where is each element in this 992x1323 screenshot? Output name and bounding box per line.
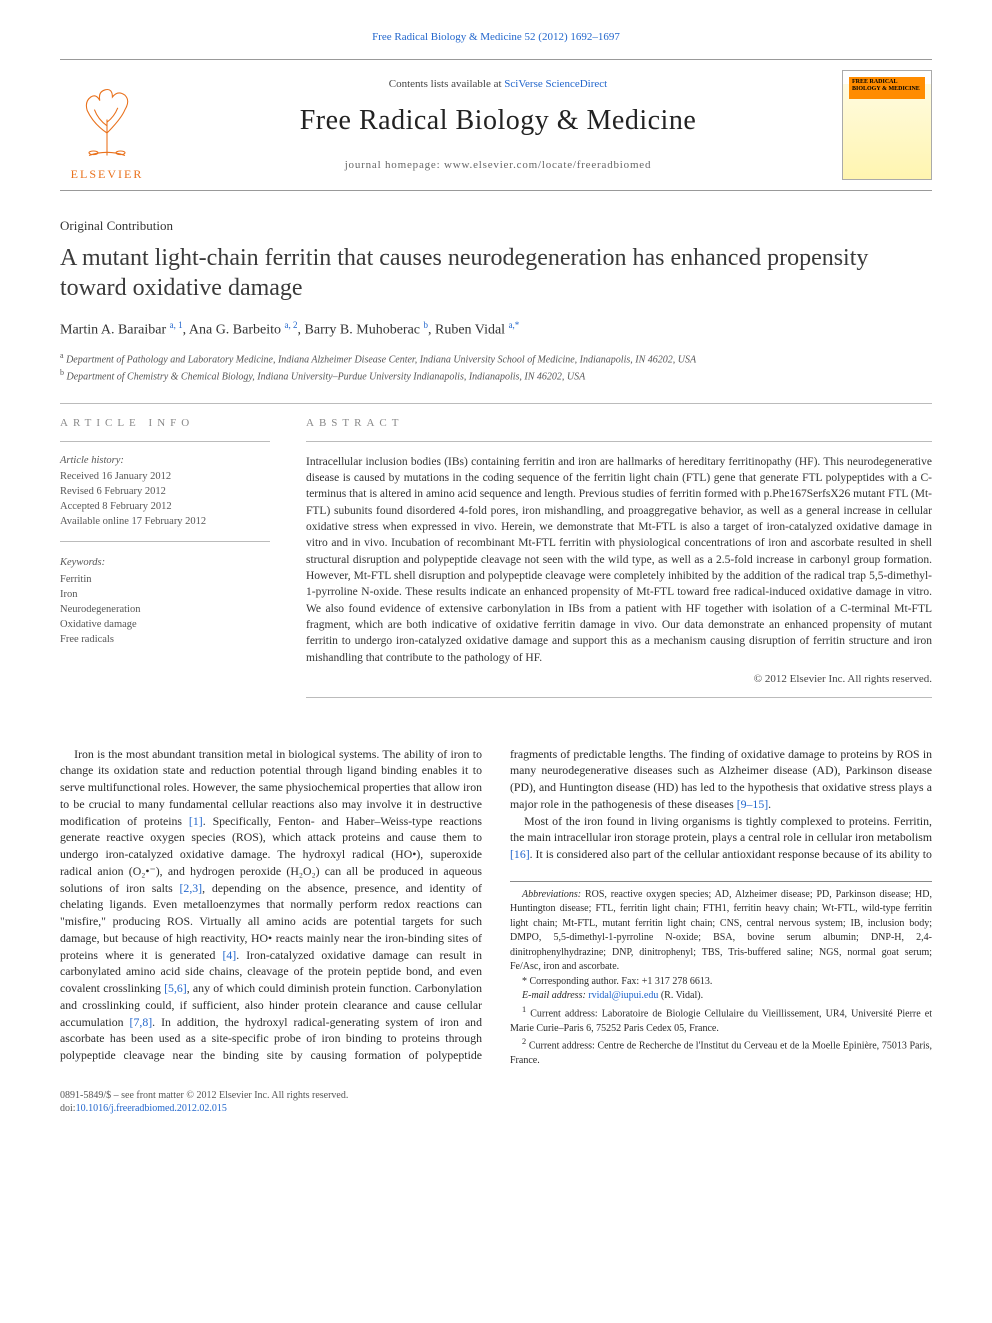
journal-masthead: ELSEVIER Contents lists available at Sci… bbox=[60, 59, 932, 191]
author-marks[interactable]: b bbox=[424, 320, 429, 330]
email-line: E-mail address: rvidal@iupui.edu (R. Vid… bbox=[510, 989, 932, 1004]
homepage-prefix: journal homepage: bbox=[345, 159, 444, 171]
journal-cover-thumbnail[interactable]: FREE RADICAL BIOLOGY & MEDICINE bbox=[842, 70, 932, 180]
abstract-heading: ABSTRACT bbox=[306, 416, 932, 431]
article-type: Original Contribution bbox=[60, 217, 932, 235]
sciencedirect-link[interactable]: SciVerse ScienceDirect bbox=[504, 78, 607, 90]
homepage-line: journal homepage: www.elsevier.com/locat… bbox=[168, 158, 828, 173]
corresponding-author: * Corresponding author. Fax: +1 317 278 … bbox=[510, 975, 932, 990]
author-name: Barry B. Muhoberac bbox=[305, 322, 420, 337]
article-title: A mutant light-chain ferritin that cause… bbox=[60, 243, 932, 303]
abbr-label: Abbreviations: bbox=[522, 889, 581, 900]
body-text: . It is considered also part of the cell… bbox=[530, 847, 932, 861]
affiliation: a Department of Pathology and Laboratory… bbox=[60, 350, 932, 367]
citation-link[interactable]: Free Radical Biology & Medicine 52 (2012… bbox=[60, 30, 932, 45]
citation-link-text[interactable]: Free Radical Biology & Medicine 52 (2012… bbox=[372, 31, 620, 43]
affiliation: b Department of Chemistry & Chemical Bio… bbox=[60, 367, 932, 384]
body-text: Most of the iron found in living organis… bbox=[510, 814, 932, 845]
publisher-name: ELSEVIER bbox=[60, 166, 154, 182]
affiliations: a Department of Pathology and Laboratory… bbox=[60, 350, 932, 385]
affil-text: Department of Pathology and Laboratory M… bbox=[66, 354, 696, 365]
front-matter-footer: 0891-5849/$ – see front matter © 2012 El… bbox=[60, 1089, 932, 1116]
abbr-text: ROS, reactive oxygen species; AD, Alzhei… bbox=[510, 889, 932, 973]
article-body: Iron is the most abundant transition met… bbox=[60, 746, 932, 1069]
keyword: Neurodegeneration bbox=[60, 603, 270, 617]
email-label: E-mail address: bbox=[522, 990, 588, 1001]
contents-prefix: Contents lists available at bbox=[389, 78, 504, 90]
doi-line: doi:10.1016/j.freeradbiomed.2012.02.015 bbox=[60, 1102, 932, 1116]
keywords-label: Keywords: bbox=[60, 556, 270, 570]
body-text: . bbox=[768, 797, 771, 811]
abstract-body: Intracellular inclusion bodies (IBs) con… bbox=[306, 454, 932, 666]
history-item: Accepted 8 February 2012 bbox=[60, 500, 270, 514]
author-list: Martin A. Baraibar a, 1, Ana G. Barbeito… bbox=[60, 319, 932, 341]
abbreviations: Abbreviations: ROS, reactive oxygen spec… bbox=[510, 888, 932, 975]
body-text: , depending on the bbox=[202, 881, 307, 895]
citation-ref[interactable]: [5,6] bbox=[164, 981, 187, 995]
author-name: Ruben Vidal bbox=[435, 322, 505, 337]
meta-row: ARTICLE INFO Article history: Received 1… bbox=[60, 416, 932, 710]
citation-ref[interactable]: [7,8] bbox=[130, 1015, 153, 1029]
footnote-text: Current address: Laboratoire de Biologie… bbox=[510, 1008, 932, 1034]
author-marks[interactable]: a,* bbox=[509, 320, 520, 330]
cover-label: FREE RADICAL BIOLOGY & MEDICINE bbox=[852, 79, 922, 92]
homepage-url: www.elsevier.com/locate/freeradbiomed bbox=[444, 159, 651, 171]
divider bbox=[60, 441, 270, 442]
keyword: Free radicals bbox=[60, 633, 270, 647]
article-info-column: ARTICLE INFO Article history: Received 1… bbox=[60, 416, 270, 710]
history-label: Article history: bbox=[60, 454, 270, 468]
author-marks[interactable]: a, 2 bbox=[285, 320, 298, 330]
divider bbox=[60, 403, 932, 404]
footnote-text: Current address: Centre de Recherche de … bbox=[510, 1041, 932, 1067]
masthead-center: Contents lists available at SciVerse Sci… bbox=[168, 77, 828, 172]
divider bbox=[306, 441, 932, 442]
author-name: Ana G. Barbeito bbox=[189, 322, 281, 337]
doi-link[interactable]: 10.1016/j.freeradbiomed.2012.02.015 bbox=[76, 1103, 227, 1114]
publisher-block: ELSEVIER bbox=[60, 68, 154, 182]
email-who: (R. Vidal). bbox=[658, 990, 703, 1001]
history-item: Available online 17 February 2012 bbox=[60, 515, 270, 529]
keyword: Oxidative damage bbox=[60, 618, 270, 632]
history-item: Received 16 January 2012 bbox=[60, 470, 270, 484]
affil-mark: a bbox=[60, 351, 64, 360]
abstract-column: ABSTRACT Intracellular inclusion bodies … bbox=[306, 416, 932, 710]
publisher-tree-icon bbox=[60, 68, 154, 162]
abstract-copyright: © 2012 Elsevier Inc. All rights reserved… bbox=[306, 672, 932, 687]
doi-prefix: doi: bbox=[60, 1103, 76, 1114]
citation-ref[interactable]: [16] bbox=[510, 847, 530, 861]
citation-ref[interactable]: [4] bbox=[222, 948, 236, 962]
history-item: Revised 6 February 2012 bbox=[60, 485, 270, 499]
issn-line: 0891-5849/$ – see front matter © 2012 El… bbox=[60, 1089, 932, 1103]
citation-ref[interactable]: [1] bbox=[189, 814, 203, 828]
citation-ref[interactable]: [9–15] bbox=[737, 797, 768, 811]
author-note: 1 Current address: Laboratoire de Biolog… bbox=[510, 1004, 932, 1036]
footnote-text: Corresponding author. Fax: +1 317 278 66… bbox=[527, 976, 712, 987]
citation-ref[interactable]: [2,3] bbox=[180, 881, 203, 895]
affil-text: Department of Chemistry & Chemical Biolo… bbox=[67, 372, 586, 383]
body-paragraph: Most of the iron found in living organis… bbox=[510, 813, 932, 863]
divider bbox=[60, 541, 270, 542]
contents-line: Contents lists available at SciVerse Sci… bbox=[168, 77, 828, 92]
article-info-heading: ARTICLE INFO bbox=[60, 416, 270, 431]
author-name: Martin A. Baraibar bbox=[60, 322, 166, 337]
journal-title: Free Radical Biology & Medicine bbox=[168, 102, 828, 140]
footnotes: Abbreviations: ROS, reactive oxygen spec… bbox=[510, 881, 932, 1069]
keyword: Iron bbox=[60, 588, 270, 602]
keyword: Ferritin bbox=[60, 573, 270, 587]
author-marks[interactable]: a, 1 bbox=[170, 320, 183, 330]
author-note: 2 Current address: Centre de Recherche d… bbox=[510, 1036, 932, 1068]
email-link[interactable]: rvidal@iupui.edu bbox=[588, 990, 658, 1001]
affil-mark: b bbox=[60, 368, 64, 377]
divider bbox=[306, 697, 932, 698]
